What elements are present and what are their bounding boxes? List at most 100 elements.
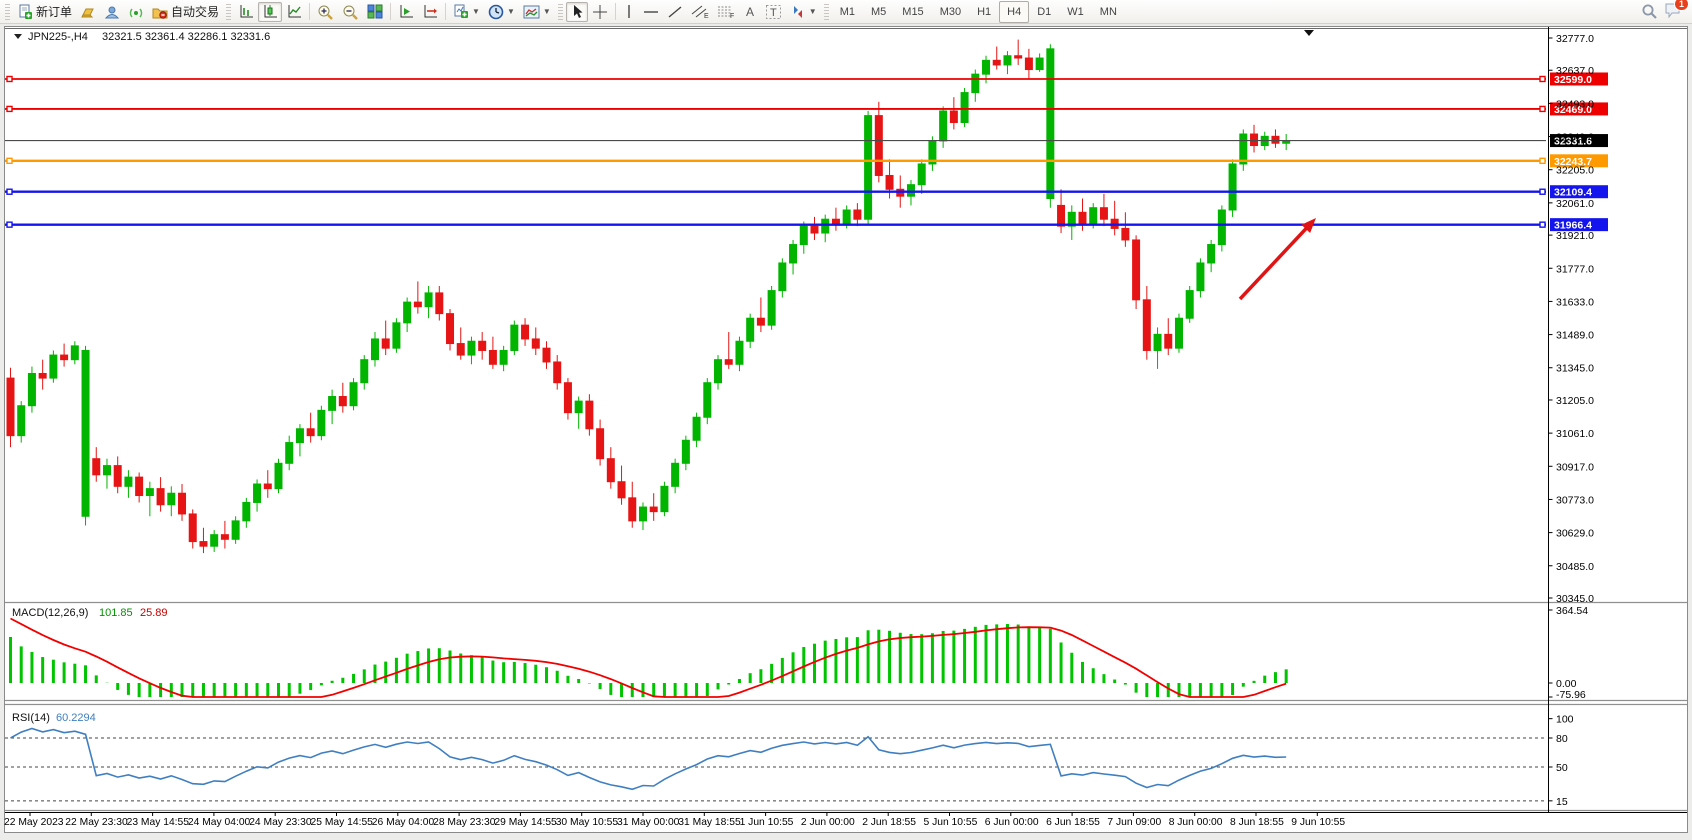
candle <box>263 470 272 498</box>
horizontal-line-icon <box>643 10 658 13</box>
candle <box>917 159 926 194</box>
gold-button[interactable] <box>76 2 100 22</box>
text-icon: A <box>746 5 754 19</box>
gold-icon <box>81 8 94 17</box>
search-icon[interactable] <box>1641 3 1658 20</box>
candle <box>1142 285 1151 360</box>
rsi-label: RSI(14) <box>12 712 50 724</box>
zoom-in-button[interactable] <box>313 2 338 22</box>
text-button[interactable]: A <box>739 2 761 22</box>
candle <box>1196 258 1205 298</box>
publisher-button[interactable] <box>100 2 124 22</box>
price-tick-label: 30917.0 <box>1556 461 1594 473</box>
price-line-label: 32599.0 <box>1554 74 1592 86</box>
equidistant-channel-button[interactable]: E <box>687 2 713 22</box>
candle <box>1239 129 1248 171</box>
timeframe-d1[interactable]: D1 <box>1037 5 1052 18</box>
candle <box>756 297 765 333</box>
trendline-icon <box>668 5 682 18</box>
candle <box>424 285 433 319</box>
vertical-line-button[interactable] <box>619 2 639 22</box>
new-order-label: 新订单 <box>36 5 73 19</box>
symbol-dropdown-icon[interactable] <box>14 34 22 39</box>
chart-shift-button[interactable] <box>418 2 442 22</box>
cursor-button[interactable] <box>565 1 588 22</box>
candle <box>253 479 262 512</box>
bar-chart-button[interactable] <box>234 2 258 22</box>
fibonacci-button[interactable]: F <box>713 2 739 22</box>
trend-arrow[interactable] <box>1238 221 1314 301</box>
autotrading-button[interactable]: 自动交易 <box>148 2 223 22</box>
annotations[interactable] <box>1238 218 1316 301</box>
price-tick-label: 30345.0 <box>1556 593 1594 605</box>
candle <box>853 203 862 227</box>
tile-windows-button[interactable] <box>363 2 387 22</box>
horizontal-line-button[interactable] <box>639 2 663 22</box>
candle <box>145 481 154 517</box>
line-chart-button[interactable] <box>282 2 306 22</box>
candle <box>778 258 787 298</box>
auto-scroll-button[interactable] <box>394 2 418 22</box>
macd-signal-line <box>10 617 1287 698</box>
toolbar-grip[interactable] <box>5 3 10 20</box>
candle <box>703 378 712 425</box>
price-line-label: 32243.7 <box>1554 156 1592 168</box>
toolbar-grip[interactable] <box>823 3 829 20</box>
candle <box>574 396 583 429</box>
timeframe-m15[interactable]: M15 <box>902 5 924 18</box>
candle <box>17 401 26 443</box>
timeframe-h1[interactable]: H1 <box>977 5 992 18</box>
new-order-button[interactable]: 新订单 <box>13 2 76 22</box>
price-tick-label: 30629.0 <box>1556 528 1594 540</box>
rsi-panel: 100 80 50 15 <box>5 714 1574 808</box>
candle <box>413 281 422 314</box>
candle <box>821 214 830 243</box>
price-tick-label: 31345.0 <box>1556 363 1594 375</box>
candle <box>488 336 497 369</box>
chevron-down-icon: ▼ <box>506 6 515 16</box>
arrows-button[interactable]: ▼ <box>786 2 821 22</box>
zoom-out-button[interactable] <box>338 2 363 22</box>
toolbar-grip[interactable] <box>226 3 232 20</box>
timeframe-mn[interactable]: MN <box>1099 5 1117 18</box>
toolbar-grip[interactable] <box>557 3 563 20</box>
candle <box>295 424 304 457</box>
candle <box>92 447 101 482</box>
signal-button[interactable] <box>124 2 148 22</box>
chat-button[interactable]: 1 <box>1664 0 1689 21</box>
candle <box>210 530 219 552</box>
timeframe-m5[interactable]: M5 <box>871 5 887 18</box>
candle <box>864 110 873 224</box>
candle <box>874 101 883 183</box>
price-tick-label: 30773.0 <box>1556 494 1594 506</box>
candle <box>542 341 551 369</box>
chart-shift-marker[interactable] <box>1304 30 1314 36</box>
crosshair-button[interactable] <box>588 2 612 22</box>
fibonacci-icon: F <box>717 6 734 19</box>
indicators-icon <box>454 4 469 18</box>
periods-button[interactable]: ▼ <box>484 2 519 22</box>
price-line-label: 32109.4 <box>1554 187 1592 199</box>
horizontal-lines[interactable]: 32599.0 32469.0 32331.6 32243.7 32109.4 31966… <box>5 72 1608 232</box>
candle <box>306 412 315 443</box>
price-tick-label: 32777.0 <box>1556 33 1594 45</box>
chart-title-symbol: JPN225-,H4 <box>28 31 88 43</box>
svg-text:T: T <box>770 7 777 19</box>
trendline-button[interactable] <box>663 2 687 22</box>
chevron-down-icon: ▼ <box>808 6 817 16</box>
indicators-button[interactable]: ▼ <box>449 2 484 22</box>
templates-button[interactable]: ▼ <box>519 2 555 22</box>
timeframe-w1[interactable]: W1 <box>1067 5 1084 18</box>
candle <box>810 216 819 240</box>
rsi-axis-label: 80 <box>1556 733 1568 745</box>
candle <box>1164 318 1173 356</box>
timeframe-h4[interactable]: H4 <box>999 0 1030 23</box>
candlestick-chart-button[interactable] <box>258 1 283 22</box>
timeframe-m30[interactable]: M30 <box>939 5 962 18</box>
text-label-button[interactable]: T <box>761 2 786 22</box>
timeframe-m1[interactable]: M1 <box>839 5 855 18</box>
equidistant-channel-icon: E <box>691 5 709 19</box>
candle <box>199 527 208 554</box>
candle <box>178 484 187 521</box>
